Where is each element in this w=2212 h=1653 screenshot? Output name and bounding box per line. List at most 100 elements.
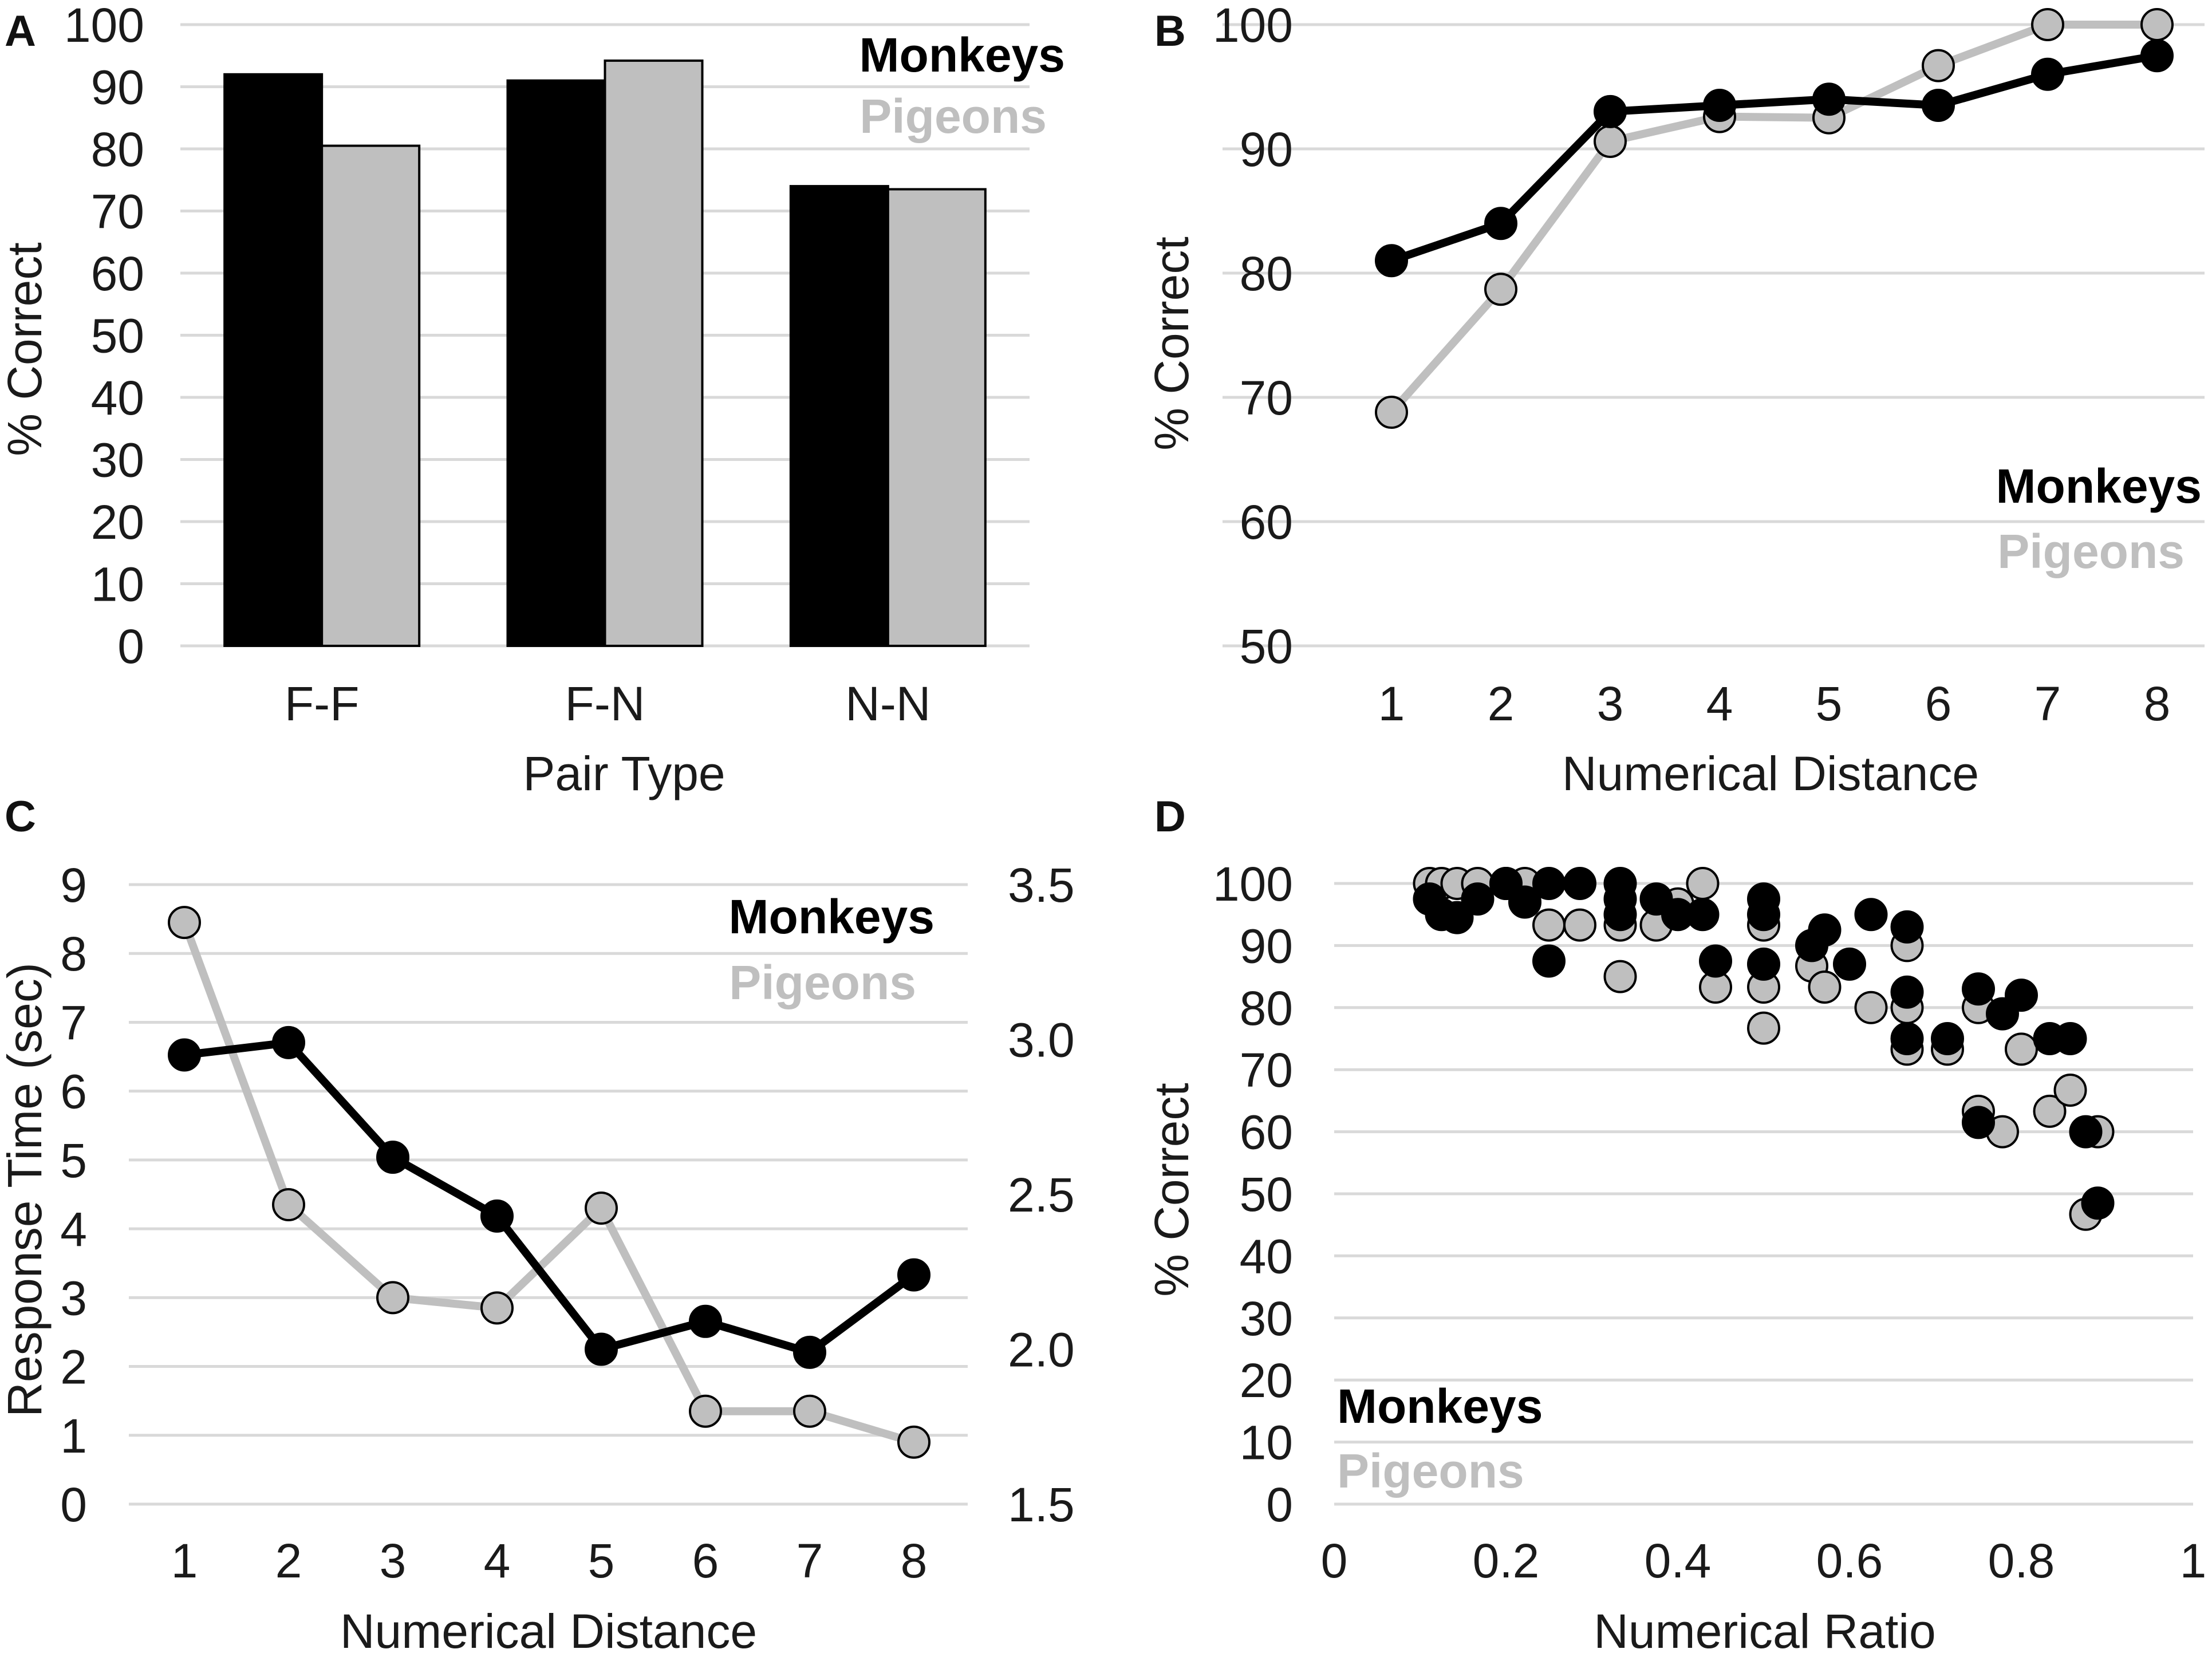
panel-c-ytick: 1: [60, 1409, 87, 1463]
panel-c-ytick: 5: [60, 1134, 87, 1188]
panel-b-xtick: 7: [2034, 677, 2061, 731]
panel-d-point-monkeys: [1603, 898, 1637, 932]
panel-d-point-monkeys: [2053, 1022, 2087, 1055]
panel-d-ytick: 10: [1240, 1416, 1293, 1470]
panel-a-ytick: 90: [91, 61, 144, 115]
panel-c-line-monkeys: [184, 1038, 917, 1356]
panel-b-ytick: 90: [1240, 123, 1293, 176]
panel-b: B 50 60 70 80 90 100 1 2 3 4 5 6 7 8 Numerical Dista…: [1145, 0, 2205, 800]
panel-d-ytick: 0: [1266, 1478, 1293, 1532]
panel-d-xtick: 1: [2180, 1534, 2207, 1588]
panel-d-point-pigeons: [1603, 960, 1637, 993]
panel-d-ytick: 80: [1240, 981, 1293, 1035]
panel-d-point-monkeys: [1833, 947, 1866, 981]
panel-c-point-monkeys: [897, 1258, 930, 1292]
panel-b-xtick: 5: [1816, 677, 1843, 731]
panel-d-point-monkeys: [1890, 975, 1924, 1009]
panel-d-xtick: 0.2: [1473, 1534, 1540, 1588]
panel-a-ylabel: % Correct: [0, 242, 52, 456]
panel-c-point-monkeys: [480, 1199, 514, 1233]
panel-d-point-monkeys: [2005, 979, 2038, 1012]
panel-d-xtick: 0.4: [1645, 1534, 1712, 1588]
panel-d-point-monkeys: [1854, 898, 1888, 932]
panel-d-ytick: 20: [1240, 1354, 1293, 1407]
panel-b-point-monkeys: [1594, 94, 1627, 128]
panel-c-ytick: 2: [60, 1340, 87, 1394]
panel-d-point-pigeons: [2053, 1073, 2087, 1107]
panel-c-ytick-right: 2.5: [1008, 1168, 1075, 1222]
panel-d-xlabel: Numerical Ratio: [1594, 1604, 1936, 1653]
panel-a-ytick: 30: [91, 433, 144, 487]
panel-d-ytick: 30: [1240, 1292, 1293, 1346]
panel-c-xtick: 1: [171, 1534, 198, 1588]
panel-d-point-monkeys: [1808, 913, 1842, 947]
panel-c-ytick: 9: [60, 858, 87, 912]
panel-a-ytick: 50: [91, 309, 144, 363]
panel-b-point-pigeons: [2140, 8, 2174, 41]
panel-d-point-monkeys: [1931, 1022, 1964, 1055]
panel-d-point-monkeys: [1563, 867, 1596, 900]
panel-a-xtick: F-F: [285, 677, 360, 731]
panel-d-legend-pigeons: Pigeons: [1337, 1444, 1524, 1498]
panel-d-point-pigeons: [2005, 1032, 2038, 1066]
panel-d-point-pigeons: [1747, 1011, 1780, 1045]
panel-a-bar-monkeys: [789, 185, 889, 648]
panel-c-xtick: 8: [901, 1534, 928, 1588]
panel-c-legend-pigeons: Pigeons: [729, 956, 916, 1009]
panel-b-point-monkeys: [1375, 244, 1408, 278]
panel-d-ytick: 100: [1213, 857, 1293, 911]
panel-d-point-monkeys: [1508, 885, 1541, 919]
panel-a-xtick: F-N: [565, 677, 645, 731]
panel-d-letter: D: [1154, 792, 1186, 841]
panel-a-ytick: 40: [91, 371, 144, 425]
panel-c-line-pigeons: [180, 921, 915, 1446]
panel-b-point-pigeons: [1484, 273, 1517, 306]
panel-c-point-pigeons: [480, 1291, 514, 1325]
panel-b-ytick: 70: [1240, 371, 1293, 425]
panel-b-letter: B: [1154, 7, 1186, 56]
panel-c-ytick: 7: [60, 996, 87, 1050]
panel-d-point-monkeys: [1699, 944, 1732, 978]
panel-c-point-monkeys: [689, 1304, 722, 1338]
panel-d-ytick: 40: [1240, 1229, 1293, 1283]
panel-c-point-monkeys: [168, 1038, 201, 1072]
panel-d-point-pigeons: [1686, 867, 1720, 900]
panel-d-point-monkeys: [1686, 898, 1720, 932]
panel-c-ytick-right: 3.5: [1008, 858, 1075, 912]
panel-b-ytick: 80: [1240, 247, 1293, 301]
panel-a-ytick: 100: [64, 0, 144, 52]
panel-a-xtick: N-N: [845, 677, 930, 731]
panel-c-point-pigeons: [168, 906, 201, 940]
panel-b-xtick: 3: [1597, 677, 1624, 731]
panel-b-point-monkeys: [1812, 82, 1846, 116]
panel-d-xtick: 0.6: [1816, 1534, 1883, 1588]
panel-d-ylabel: % Correct: [1145, 1083, 1198, 1296]
panel-c-xtick: 7: [797, 1534, 823, 1588]
panel-c-ytick: 8: [60, 927, 87, 981]
panel-d-ytick: 50: [1240, 1167, 1293, 1221]
panel-d-point-monkeys: [1962, 972, 1995, 1006]
panel-c-xlabel: Numerical Distance: [340, 1604, 757, 1653]
panel-b-point-pigeons: [2031, 8, 2064, 41]
panel-c-point-pigeons: [272, 1188, 305, 1222]
panel-d-ytick: 60: [1240, 1106, 1293, 1159]
panel-c-point-pigeons: [376, 1281, 409, 1315]
panel-c: C 0 1 2 3 4 5 6 7 8 9 1.5 2.0 2.5 3.0 3.5 1 2 3 4 5 6 7 8 Nu…: [0, 792, 1075, 1653]
panel-c-point-monkeys: [272, 1025, 305, 1059]
panel-a-xlabel: Pair Type: [523, 747, 725, 800]
panel-a-ytick: 10: [91, 558, 144, 612]
panel-d-ytick: 70: [1240, 1043, 1293, 1097]
panel-d-xtick: 0: [1321, 1534, 1348, 1588]
panel-a-ytick: 80: [91, 123, 144, 176]
panel-c-ylabel: Response Time (sec): [0, 962, 52, 1417]
panel-c-point-monkeys: [376, 1141, 409, 1174]
panel-a-bar-monkeys: [223, 73, 324, 648]
panel-b-xtick: 6: [1925, 677, 1952, 731]
panel-c-point-pigeons: [793, 1394, 826, 1428]
panel-b-legend-monkeys: Monkeys: [1996, 459, 2202, 513]
panel-a-letter: A: [5, 7, 36, 56]
panel-a-ytick: 60: [91, 247, 144, 301]
panel-d-xtick: 0.8: [1988, 1534, 2055, 1588]
panel-a-legend-monkeys: Monkeys: [859, 28, 1065, 82]
